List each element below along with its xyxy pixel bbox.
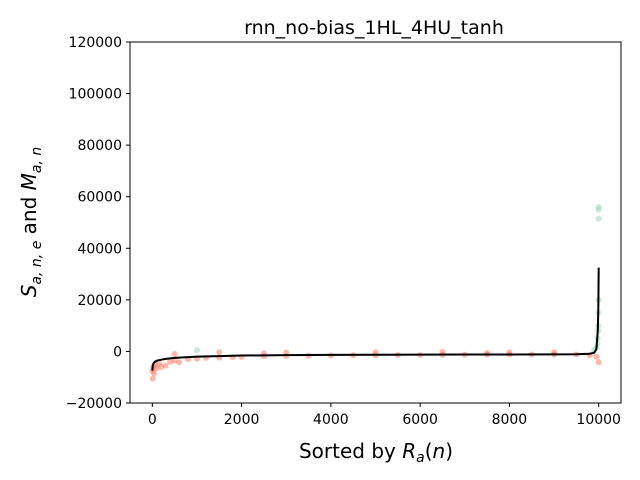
scatter-point-red <box>167 358 174 365</box>
y-tick-label: 20000 <box>77 293 122 309</box>
x-tick-label: 8000 <box>492 412 528 428</box>
scatter-point-green <box>595 204 602 211</box>
x-axis-label: Sorted by Ra(n) <box>299 439 453 466</box>
y-tick-label: 60000 <box>77 190 122 206</box>
y-tick-label: 80000 <box>77 138 122 154</box>
scatter-point-green <box>193 347 200 354</box>
x-tick-label: 6000 <box>402 412 438 428</box>
x-tick-label: 0 <box>148 412 157 428</box>
y-tick-label: −20000 <box>66 396 122 412</box>
scatter-point-red <box>595 359 602 366</box>
plot-frame <box>129 41 622 404</box>
scatter-point-red <box>176 359 183 366</box>
y-axis-label: Sa, n, e and Ma, n <box>17 147 45 298</box>
scatter-point-red <box>153 365 160 372</box>
scatter-point-red <box>162 362 169 369</box>
scatter-point-red <box>372 349 379 356</box>
x-axis-ticks: 0 2000 4000 6000 8000 10000 <box>148 403 621 428</box>
scatter-point-red <box>439 348 446 355</box>
x-tick-label: 2000 <box>224 412 260 428</box>
scatter-point-red <box>151 370 158 377</box>
y-tick-label: 100000 <box>69 87 122 103</box>
scatter-point-red <box>593 353 600 360</box>
y-tick-label: 120000 <box>69 35 122 51</box>
y-tick-label: 0 <box>113 344 122 360</box>
y-tick-label: 40000 <box>77 241 122 257</box>
x-tick-label: 10000 <box>576 412 621 428</box>
scatter-point-red <box>149 375 156 382</box>
chart-title: rnn_no-bias_1HL_4HU_tanh <box>244 17 504 39</box>
plot-series <box>149 204 602 382</box>
scatter-point-red <box>158 363 165 370</box>
scatter-point-red <box>283 349 290 356</box>
scatter-point-red <box>216 349 223 356</box>
scatter-point-red <box>171 351 178 358</box>
series-line <box>151 267 600 371</box>
scatter-point-green <box>595 215 602 222</box>
x-tick-label: 4000 <box>313 412 349 428</box>
y-axis-ticks: −20000 0 20000 40000 60000 80000 100000 120000 <box>66 35 130 412</box>
